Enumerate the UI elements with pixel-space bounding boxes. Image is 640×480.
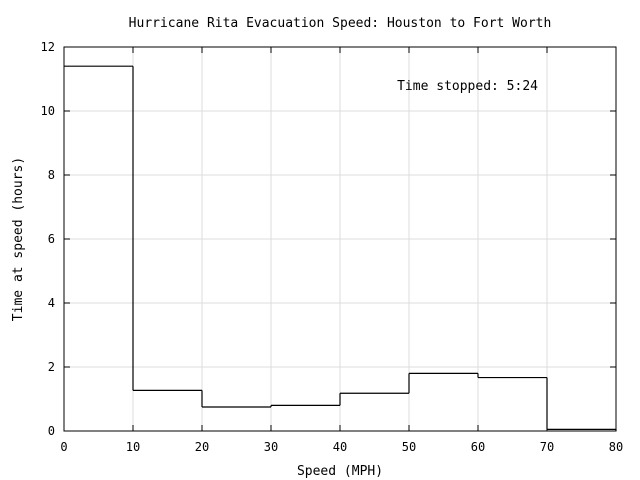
y-tick-label: 0: [48, 424, 55, 438]
y-tick-label: 10: [41, 104, 55, 118]
y-axis-label: Time at speed (hours): [11, 157, 26, 321]
y-tick-label: 8: [48, 168, 55, 182]
x-tick-label: 80: [609, 440, 623, 454]
x-axis-label: Speed (MPH): [297, 464, 383, 479]
x-tick-label: 30: [264, 440, 278, 454]
chart-title: Hurricane Rita Evacuation Speed: Houston…: [129, 16, 552, 31]
x-tick-label: 50: [402, 440, 416, 454]
x-tick-label: 40: [333, 440, 347, 454]
x-tick-label: 10: [126, 440, 140, 454]
axis-ticks: 0 10 20 30 40 50 60 70 80 0 2 4 6 8 10 12: [41, 40, 624, 454]
histogram-bars: [64, 65, 617, 431]
y-tick-label: 4: [48, 296, 55, 310]
plot-frame: [63, 46, 617, 432]
y-tick-label: 12: [41, 40, 55, 54]
time-stopped-annotation: Time stopped: 5:24: [397, 79, 538, 94]
x-tick-label: 60: [471, 440, 485, 454]
x-tick-label: 70: [540, 440, 554, 454]
y-tick-label: 2: [48, 360, 55, 374]
x-tick-label: 0: [60, 440, 67, 454]
grid-lines: [64, 47, 616, 431]
y-tick-label: 6: [48, 232, 55, 246]
x-tick-label: 20: [195, 440, 209, 454]
